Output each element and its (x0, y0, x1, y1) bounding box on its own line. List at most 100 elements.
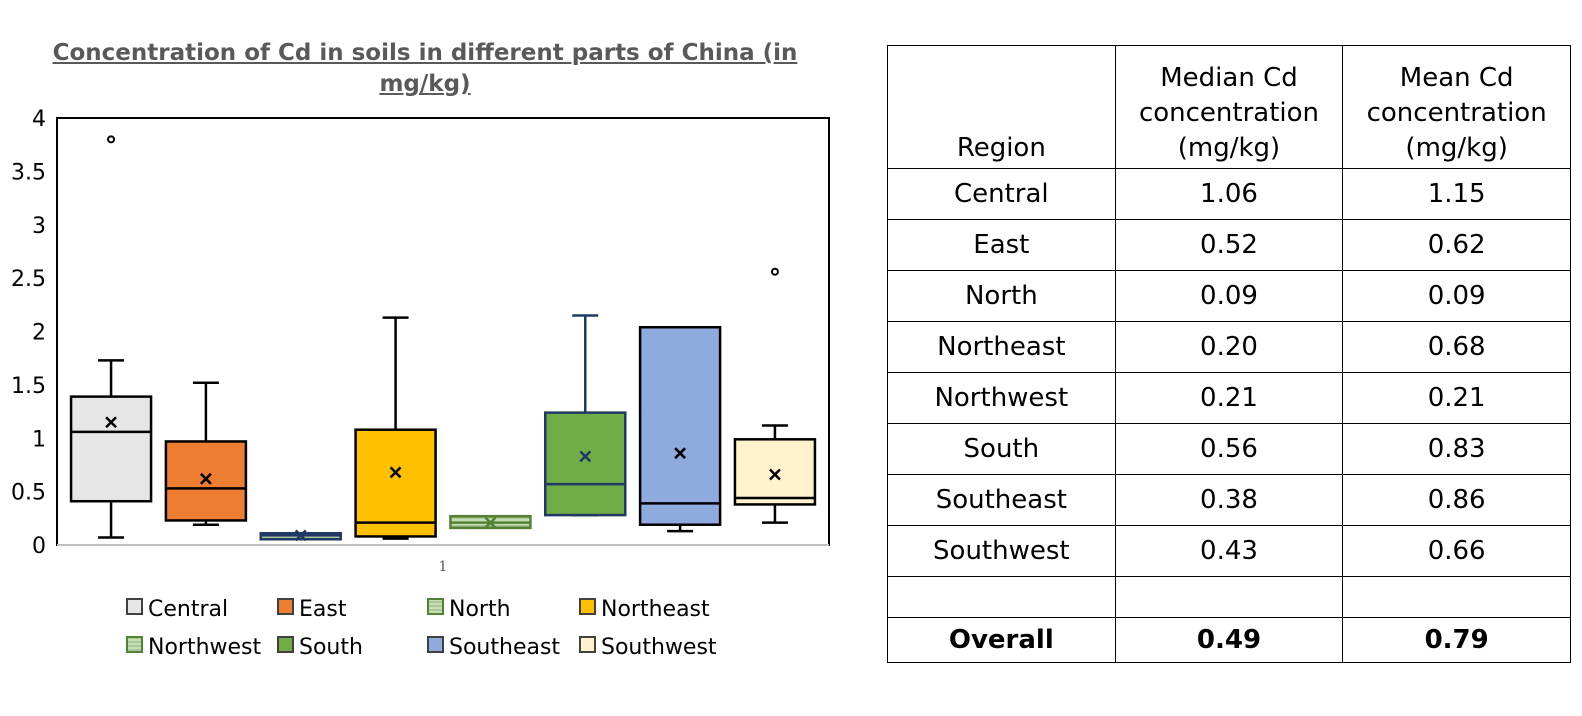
cell-region: North (887, 270, 1116, 322)
cell-mean: 0.86 (1342, 474, 1571, 526)
y-tick-label: 4 (32, 107, 46, 132)
legend-label: South (299, 635, 363, 660)
box-east (164, 381, 248, 526)
cell-mean: 0.68 (1342, 321, 1571, 373)
cell-mean: 0.09 (1342, 270, 1571, 322)
box-plot-chart: 0 0.5 1 1.5 2 2.5 3 3.5 4 1 Central East North Northe… (11, 107, 830, 660)
box-mean-marker (769, 468, 781, 481)
legend-swatch (427, 598, 444, 615)
cell-region: East (887, 219, 1116, 271)
box-mean-marker (579, 450, 592, 463)
cell-median: 0.52 (1114, 219, 1344, 271)
box-south (544, 314, 627, 517)
y-tick-label: 3 (32, 214, 46, 239)
legend-item-south: South (277, 635, 363, 660)
cell-mean: 0.83 (1342, 423, 1571, 475)
y-tick-label: 0 (32, 534, 46, 559)
table-row: Central 1.06 1.15 (887, 168, 1571, 220)
legend-item-central: Central (126, 597, 228, 622)
cell-region: South (887, 423, 1116, 475)
chart-title: Concentration of Cd in soils in differen… (52, 40, 798, 97)
cell-overall-mean: 0.79 (1342, 617, 1571, 663)
table-row: Southeast 0.38 0.86 (887, 474, 1571, 526)
table-row: Southwest 0.43 0.66 (887, 525, 1571, 577)
table-row-blank (887, 576, 1571, 618)
cell-mean: 0.21 (1342, 372, 1571, 424)
table-row: South 0.56 0.83 (887, 423, 1571, 475)
legend-swatch (579, 598, 596, 615)
cell-overall-label: Overall (887, 617, 1116, 663)
box-outlier (107, 135, 116, 144)
legend-label: Southwest (601, 635, 717, 660)
header-median: Median Cd concentration (mg/kg) (1114, 45, 1344, 169)
cell-region: Central (887, 168, 1116, 220)
cell-median: 0.56 (1114, 423, 1344, 475)
cell-median: 0.21 (1114, 372, 1344, 424)
legend-item-southwest: Southwest (579, 635, 717, 660)
table-row: Northeast 0.20 0.68 (887, 321, 1571, 373)
table-row-overall: Overall 0.49 0.79 (887, 617, 1571, 663)
y-tick-label: 2 (32, 321, 46, 346)
box-mean-marker (674, 447, 686, 460)
legend-label: Northwest (148, 635, 262, 660)
cell-region: Northeast (887, 321, 1116, 373)
box-iqr (164, 440, 248, 522)
legend-item-southeast: Southeast (427, 635, 560, 660)
header-region: Region (887, 45, 1116, 169)
legend-label: Central (148, 597, 228, 622)
box-iqr (733, 438, 817, 506)
cd-concentration-table: Region Median Cd concentration (mg/kg) M… (887, 45, 1571, 663)
cell-mean: 1.15 (1342, 168, 1571, 220)
legend-swatch (427, 636, 444, 653)
box-northwest (449, 514, 532, 530)
box-southeast (638, 325, 722, 533)
legend-item-northeast: Northeast (579, 597, 710, 622)
y-tick-label: 1 (32, 427, 46, 452)
cell-region: Southeast (887, 474, 1116, 526)
cell-mean (1342, 576, 1571, 618)
y-tick-label: 3.5 (11, 160, 46, 185)
box-iqr (638, 325, 722, 526)
cell-median (1114, 576, 1344, 618)
legend-item-northwest: Northwest (126, 635, 262, 660)
table-header-row: Region Median Cd concentration (mg/kg) M… (887, 45, 1571, 169)
table-row: East 0.52 0.62 (887, 219, 1571, 271)
legend-label: Southeast (449, 635, 560, 660)
legend-label: North (449, 597, 511, 622)
cell-region (887, 576, 1116, 618)
legend-item-east: East (277, 597, 347, 622)
y-tick-label: 1.5 (11, 374, 46, 399)
legend-swatch (277, 598, 294, 615)
box-mean-marker (484, 516, 497, 529)
header-mean: Mean Cd concentration (mg/kg) (1342, 45, 1571, 169)
legend-swatch (579, 636, 596, 653)
legend-swatch (126, 598, 143, 615)
legend-item-north: North (427, 597, 511, 622)
box-southwest (733, 267, 817, 524)
cell-median: 0.09 (1114, 270, 1344, 322)
box-north (259, 529, 342, 542)
box-central (69, 135, 153, 539)
cell-median: 0.20 (1114, 321, 1344, 373)
legend-label: East (299, 597, 347, 622)
box-outlier (770, 267, 779, 276)
legend-swatch (126, 636, 143, 653)
box-mean-marker (294, 529, 307, 542)
cell-median: 0.38 (1114, 474, 1344, 526)
cell-overall-median: 0.49 (1114, 617, 1344, 663)
table-row: North 0.09 0.09 (887, 270, 1571, 322)
legend-label: Northeast (601, 597, 710, 622)
cell-region: Southwest (887, 525, 1116, 577)
cell-region: Northwest (887, 372, 1116, 424)
box-iqr (544, 411, 627, 517)
cell-median: 1.06 (1114, 168, 1344, 220)
box-iqr (69, 395, 153, 503)
box-mean-marker (389, 466, 402, 479)
legend-swatch (277, 636, 294, 653)
y-tick-label: 2.5 (11, 267, 46, 292)
box-northeast (354, 316, 437, 540)
x-tick-label: 1 (439, 559, 448, 575)
box-mean-marker (105, 416, 117, 429)
cell-mean: 0.66 (1342, 525, 1571, 577)
cell-mean: 0.62 (1342, 219, 1571, 271)
